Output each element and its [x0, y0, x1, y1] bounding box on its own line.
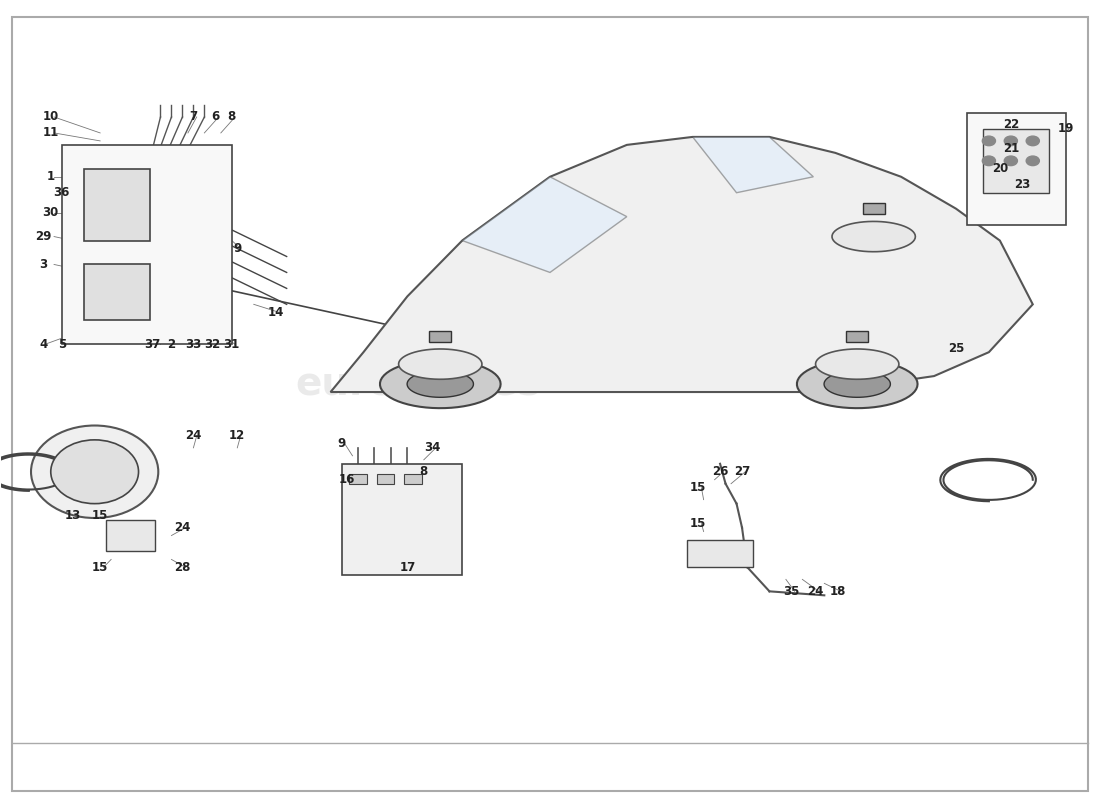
- Polygon shape: [832, 222, 915, 252]
- FancyBboxPatch shape: [106, 519, 155, 551]
- Text: 5: 5: [57, 338, 66, 350]
- Circle shape: [31, 426, 158, 518]
- Text: 24: 24: [807, 585, 824, 598]
- Polygon shape: [862, 203, 884, 214]
- Text: 33: 33: [185, 338, 201, 350]
- Circle shape: [51, 440, 139, 504]
- Text: 32: 32: [204, 338, 220, 350]
- Polygon shape: [398, 349, 482, 379]
- FancyBboxPatch shape: [62, 145, 232, 344]
- Polygon shape: [462, 177, 627, 273]
- Polygon shape: [331, 137, 1033, 392]
- Text: 34: 34: [425, 442, 441, 454]
- FancyBboxPatch shape: [84, 265, 150, 320]
- FancyBboxPatch shape: [84, 169, 150, 241]
- Text: 36: 36: [54, 186, 70, 199]
- Text: eurospares: eurospares: [296, 365, 541, 403]
- Text: 9: 9: [233, 242, 241, 255]
- Text: 13: 13: [65, 509, 80, 522]
- Text: 31: 31: [223, 338, 240, 350]
- Text: 16: 16: [339, 474, 355, 486]
- Text: 2: 2: [167, 338, 176, 350]
- Text: 1: 1: [46, 170, 55, 183]
- Circle shape: [1004, 156, 1018, 166]
- Text: 22: 22: [1003, 118, 1019, 131]
- Text: 15: 15: [92, 561, 108, 574]
- Circle shape: [1026, 136, 1039, 146]
- FancyBboxPatch shape: [983, 129, 1049, 193]
- Text: 14: 14: [267, 306, 284, 319]
- Polygon shape: [815, 349, 899, 379]
- FancyBboxPatch shape: [349, 474, 366, 484]
- Text: 28: 28: [174, 561, 190, 574]
- FancyBboxPatch shape: [967, 113, 1066, 225]
- FancyBboxPatch shape: [341, 464, 462, 575]
- Text: eurospares: eurospares: [669, 286, 914, 323]
- Text: 24: 24: [185, 430, 201, 442]
- FancyBboxPatch shape: [688, 539, 754, 567]
- Text: 21: 21: [1003, 142, 1019, 155]
- Text: 20: 20: [992, 162, 1008, 175]
- Text: 9: 9: [338, 438, 345, 450]
- Circle shape: [1026, 156, 1039, 166]
- Text: 7: 7: [189, 110, 198, 123]
- Text: 37: 37: [145, 338, 161, 350]
- Text: 29: 29: [35, 230, 52, 243]
- Text: 30: 30: [43, 206, 59, 219]
- Polygon shape: [846, 330, 868, 342]
- Circle shape: [1004, 136, 1018, 146]
- Text: 18: 18: [829, 585, 846, 598]
- Text: 15: 15: [690, 517, 706, 530]
- Polygon shape: [798, 360, 917, 408]
- Text: 17: 17: [399, 561, 416, 574]
- Text: 23: 23: [1014, 178, 1030, 191]
- Text: 10: 10: [43, 110, 59, 123]
- Text: 11: 11: [43, 126, 59, 139]
- Text: 19: 19: [1057, 122, 1074, 135]
- Polygon shape: [407, 370, 473, 398]
- Circle shape: [982, 136, 996, 146]
- Polygon shape: [429, 330, 451, 342]
- Text: 15: 15: [690, 481, 706, 494]
- Text: 35: 35: [783, 585, 800, 598]
- Text: 8: 8: [228, 110, 235, 123]
- Text: 3: 3: [39, 258, 47, 271]
- Circle shape: [982, 156, 996, 166]
- Text: 15: 15: [92, 509, 108, 522]
- FancyBboxPatch shape: [404, 474, 421, 484]
- Text: 26: 26: [712, 466, 728, 478]
- Text: 25: 25: [948, 342, 965, 354]
- Polygon shape: [824, 370, 890, 398]
- Text: 24: 24: [174, 521, 190, 534]
- Text: 6: 6: [211, 110, 220, 123]
- Text: 12: 12: [229, 430, 245, 442]
- Polygon shape: [379, 360, 500, 408]
- Text: 4: 4: [39, 338, 47, 350]
- FancyBboxPatch shape: [376, 474, 394, 484]
- Text: 8: 8: [420, 466, 428, 478]
- Polygon shape: [693, 137, 813, 193]
- Text: 27: 27: [734, 466, 750, 478]
